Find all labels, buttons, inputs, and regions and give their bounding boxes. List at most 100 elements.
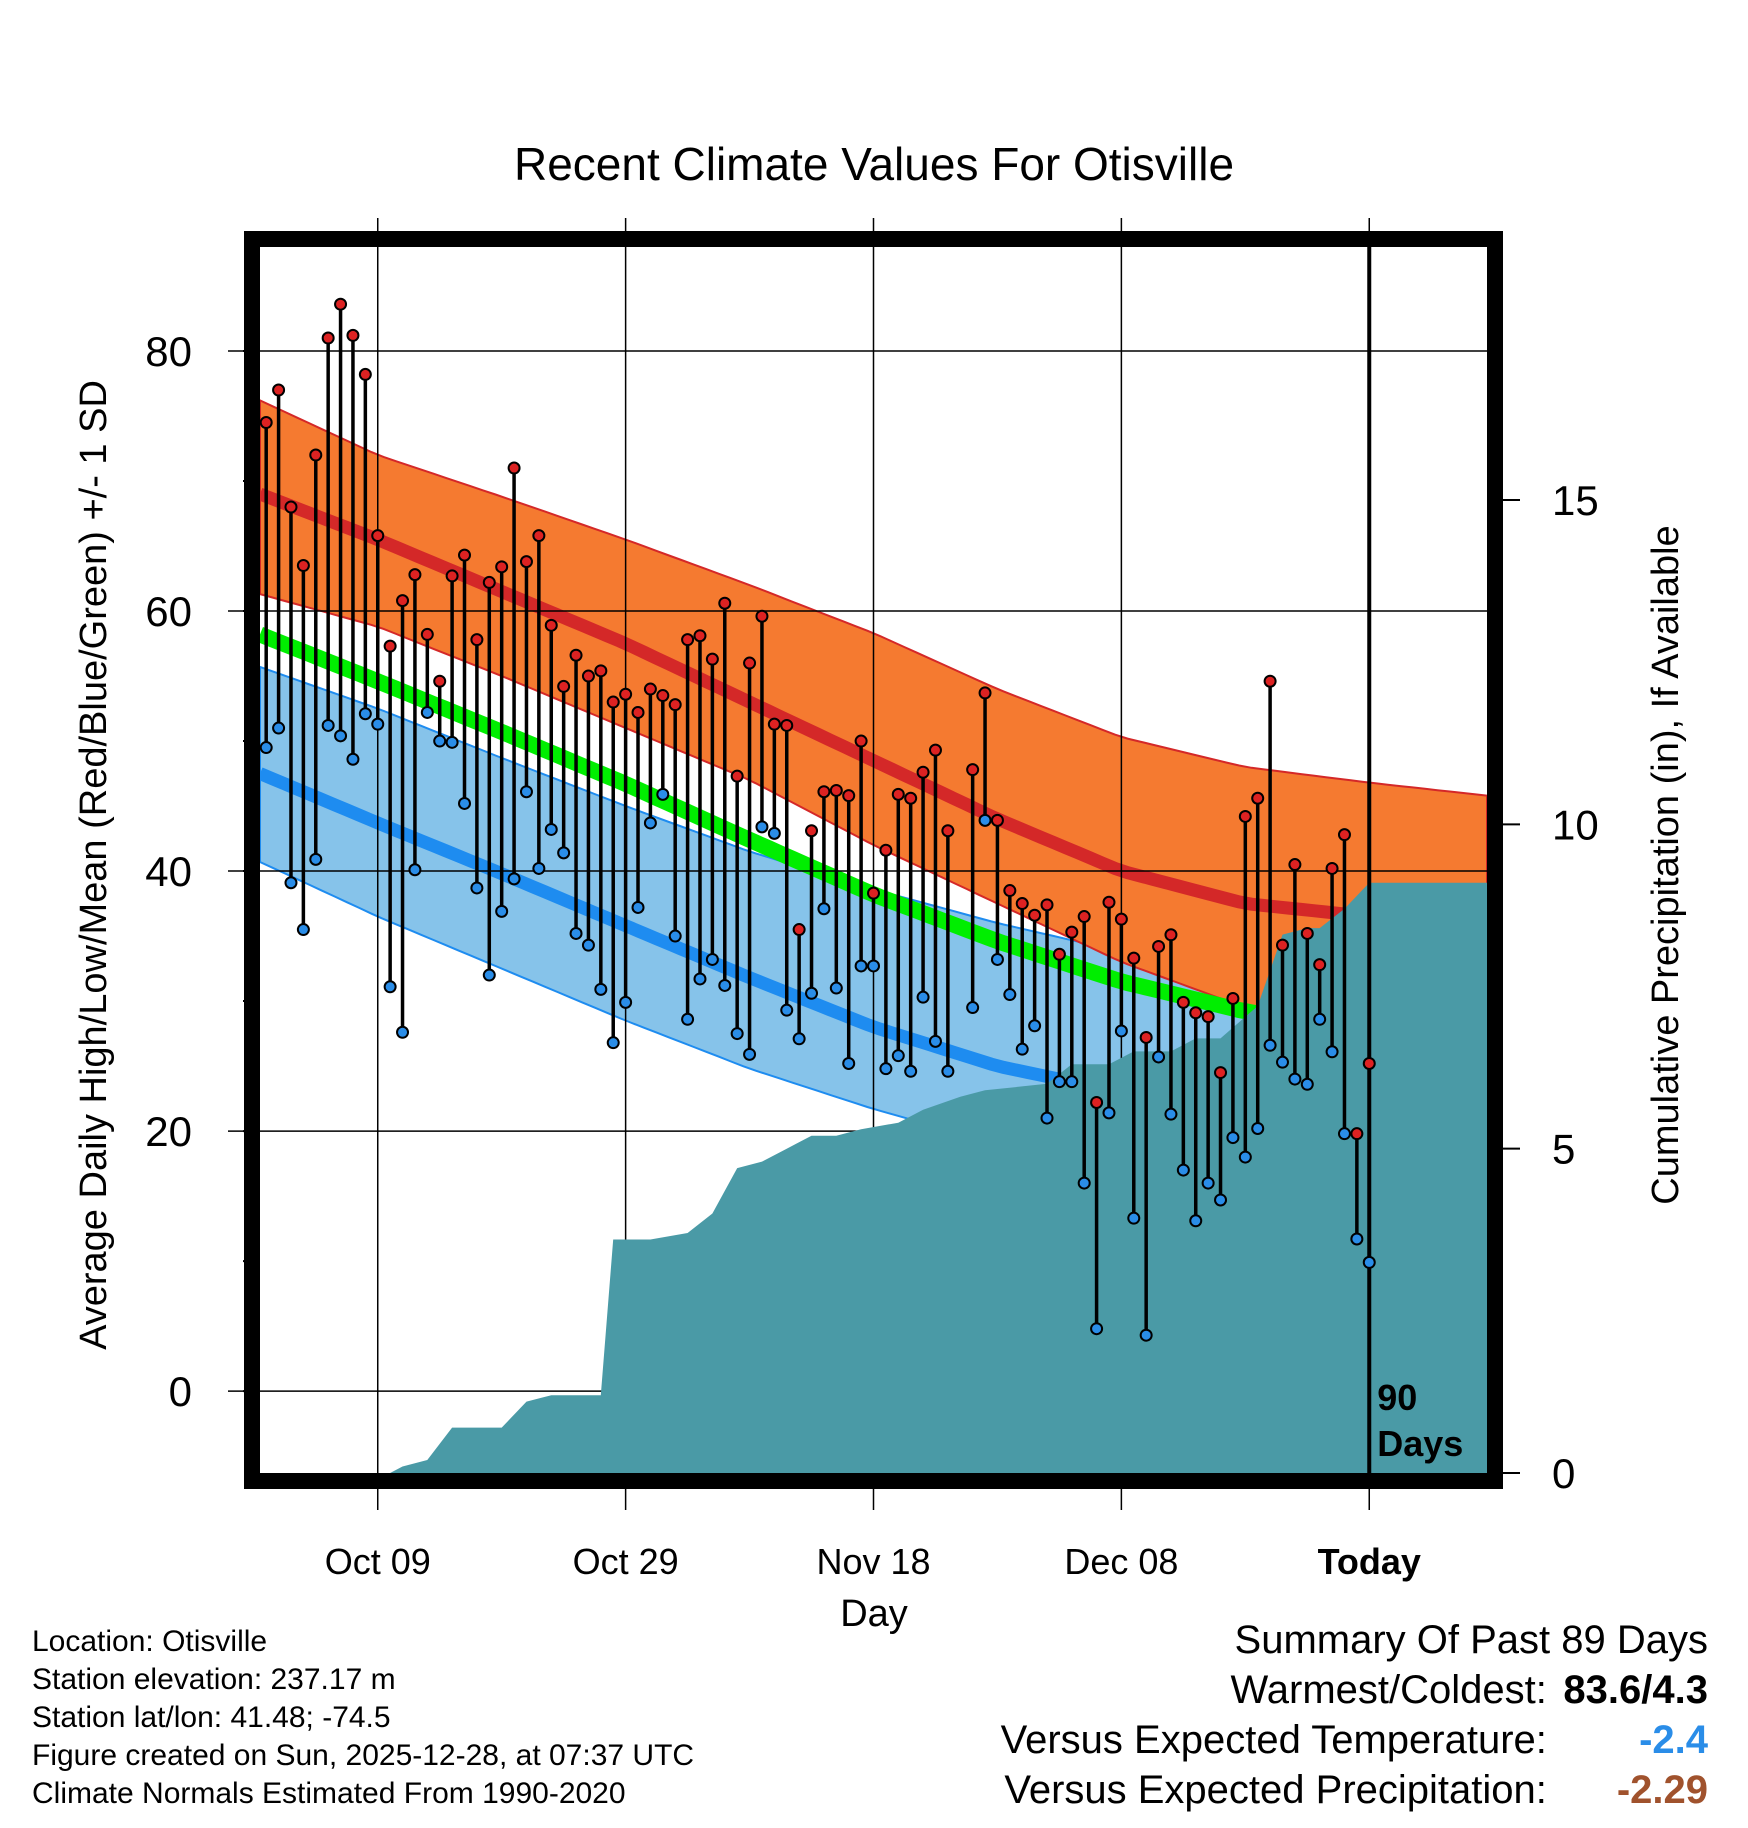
low-point <box>916 990 930 1004</box>
low-point <box>656 787 670 801</box>
high-point <box>631 705 645 719</box>
low-point <box>1028 1019 1042 1033</box>
low-point <box>705 952 719 966</box>
high-point <box>681 633 695 647</box>
low-point <box>1337 1127 1351 1141</box>
warmest-label: Warmest/Coldest: <box>1230 1668 1547 1712</box>
low-point <box>1313 1012 1327 1026</box>
daily-markers <box>259 297 1376 1342</box>
high-point <box>470 633 484 647</box>
high-point <box>1288 858 1302 872</box>
low-point <box>1189 1214 1203 1228</box>
low-point <box>941 1064 955 1078</box>
low-point <box>879 1062 893 1076</box>
high-point <box>507 461 521 475</box>
low-point <box>668 929 682 943</box>
today-days-label: 90 Days <box>1377 1377 1463 1464</box>
low-point <box>544 822 558 836</box>
low-point <box>978 813 992 827</box>
high-point <box>1300 926 1314 940</box>
high-point <box>420 627 434 641</box>
high-point <box>1139 1030 1153 1044</box>
high-point <box>891 787 905 801</box>
high-point <box>619 687 633 701</box>
high-point <box>693 629 707 643</box>
low-point <box>718 978 732 992</box>
low-point <box>780 1003 794 1017</box>
chart-title: Recent Climate Values For Otisville <box>514 138 1234 190</box>
high-point <box>371 529 385 543</box>
low-point <box>1003 988 1017 1002</box>
low-point <box>990 952 1004 966</box>
low-point <box>507 872 521 886</box>
high-point <box>272 383 286 397</box>
low-point <box>594 982 608 996</box>
high-point <box>482 575 496 589</box>
high-point <box>767 717 781 731</box>
low-point <box>817 902 831 916</box>
low-point <box>1077 1176 1091 1190</box>
low-point <box>1350 1232 1364 1246</box>
high-point <box>581 669 595 683</box>
low-point <box>928 1034 942 1048</box>
high-point <box>358 367 372 381</box>
low-point <box>966 1001 980 1015</box>
high-point <box>1362 1056 1376 1070</box>
low-point <box>1065 1075 1079 1089</box>
y-tick-label: 20 <box>145 1108 192 1155</box>
high-point <box>1226 991 1240 1005</box>
precip-value: -2.29 <box>1616 1768 1708 1812</box>
high-point <box>544 618 558 632</box>
high-point <box>1325 861 1339 875</box>
low-point <box>1139 1328 1153 1342</box>
summary-warmest-row: Warmest/Coldest: 83.6/4.3 <box>1001 1668 1709 1718</box>
low-point <box>557 846 571 860</box>
high-point <box>1263 674 1277 688</box>
high-point <box>606 695 620 709</box>
low-point <box>358 707 372 721</box>
y2-axis-label: Cumulative Precipitation (in), If Availa… <box>1645 525 1687 1204</box>
low-point <box>792 1032 806 1046</box>
warmest-value: 83.6/4.3 <box>1563 1668 1708 1712</box>
low-point <box>1090 1322 1104 1336</box>
high-point <box>643 682 657 696</box>
x-tick-label: Oct 09 <box>325 1541 431 1582</box>
low-point <box>730 1027 744 1041</box>
today-days-word: Days <box>1377 1423 1463 1464</box>
high-point <box>433 674 447 688</box>
high-point <box>296 559 310 573</box>
low-point <box>396 1025 410 1039</box>
low-point <box>334 729 348 743</box>
high-point <box>396 594 410 608</box>
high-point <box>829 783 843 797</box>
high-point <box>445 569 459 583</box>
high-point <box>792 923 806 937</box>
low-point <box>619 995 633 1009</box>
low-point <box>1164 1107 1178 1121</box>
low-point <box>284 876 298 890</box>
low-point <box>482 968 496 982</box>
low-point <box>1288 1072 1302 1086</box>
high-point <box>284 500 298 514</box>
low-point <box>1276 1055 1289 1069</box>
summary-precip-row: Versus Expected Precipitation: -2.29 <box>1001 1768 1708 1818</box>
plot-frame <box>244 231 1503 1489</box>
low-point <box>767 826 781 840</box>
high-point <box>1015 897 1029 911</box>
low-point <box>1102 1106 1116 1120</box>
low-point <box>272 721 286 735</box>
high-point <box>1152 939 1166 953</box>
summary-temp-row: Versus Expected Temperature: -2.4 <box>1001 1718 1708 1768</box>
low-point <box>1176 1163 1190 1177</box>
low-point <box>854 959 868 973</box>
high-point <box>594 664 608 678</box>
low-point <box>495 904 509 918</box>
low-point <box>408 863 422 877</box>
high-point <box>1028 908 1042 922</box>
high-point <box>916 765 930 779</box>
axes: 0 20 40 60 80 0 5 10 15 Oct 09 Oct 29 Nov 18 Dec 08 T… <box>145 231 1599 1582</box>
low-point <box>309 852 323 866</box>
info-elevation: Station elevation: 237.17 m <box>32 1663 396 1696</box>
high-point <box>519 555 533 569</box>
low-point <box>1214 1193 1228 1207</box>
